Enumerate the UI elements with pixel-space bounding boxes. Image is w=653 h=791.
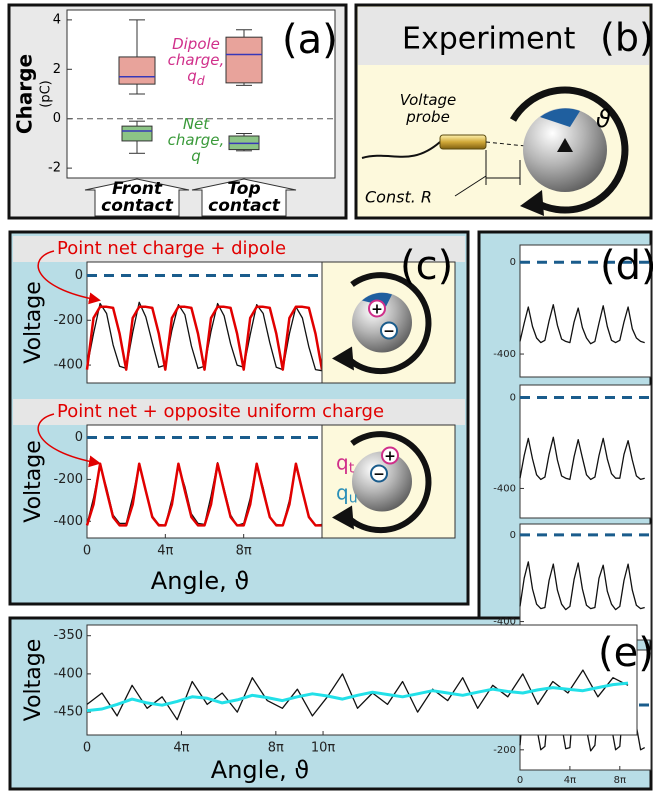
y-axis-label: Voltage bbox=[21, 440, 46, 523]
y-tick-label: 0 bbox=[53, 111, 61, 126]
y-tick-label: 2 bbox=[53, 62, 61, 77]
y-tick-label: -200 bbox=[53, 472, 83, 487]
x-tick-label: 0 bbox=[83, 544, 91, 559]
annotation: Point net + opposite uniform charge bbox=[57, 401, 384, 422]
y-tick-label: -200 bbox=[53, 313, 83, 328]
box bbox=[122, 126, 152, 141]
annotation: Point net charge + dipole bbox=[57, 238, 286, 259]
y-tick-label: -2 bbox=[48, 161, 61, 176]
y-tick-label: -400 bbox=[53, 666, 83, 681]
y-tick-label: 4 bbox=[53, 12, 61, 27]
box bbox=[226, 37, 262, 83]
y-axis-label: Voltage bbox=[21, 639, 46, 722]
charge-label-sub: t bbox=[349, 461, 355, 477]
series-label: Net charge, q bbox=[164, 116, 228, 164]
y-axis-label: Voltage bbox=[21, 281, 46, 364]
y-tick-label: -450 bbox=[53, 705, 83, 720]
y-tick-label: -400 bbox=[53, 514, 83, 529]
experiment-title: Experiment bbox=[402, 22, 576, 57]
x-tick-label: 8π bbox=[236, 544, 252, 559]
y-axis-unit: (pC) bbox=[39, 80, 54, 107]
box bbox=[119, 57, 155, 84]
plot-area bbox=[87, 625, 637, 735]
x-axis-label: Angle, ϑ bbox=[211, 756, 309, 784]
x-tick-label: 0 bbox=[83, 741, 91, 756]
charge-label-text: q bbox=[336, 450, 349, 474]
charge-sign: − bbox=[373, 467, 385, 483]
x-tick-label: 4π bbox=[173, 741, 189, 756]
series-label: Dipole charge, qd bbox=[164, 36, 228, 89]
charge-sign: − bbox=[383, 324, 395, 340]
probe bbox=[440, 135, 486, 149]
angle-label: ϑ bbox=[596, 105, 611, 133]
y-tick-label: -350 bbox=[53, 628, 83, 643]
figure-canvas: Experiment (b) ϑ Const. R 4 2 0 -2 Charge(pC… bbox=[0, 0, 653, 791]
y-tick-label: 0 bbox=[510, 393, 516, 404]
y-tick-label: -400 bbox=[493, 349, 516, 360]
plot-area bbox=[87, 425, 322, 538]
charge-label-text: q bbox=[336, 480, 349, 504]
charge-label-sub: u bbox=[349, 491, 358, 507]
charge-sign: + bbox=[384, 449, 396, 465]
series-name: Net charge, q bbox=[168, 115, 225, 165]
y-axis-label: Charge bbox=[13, 54, 37, 134]
plot-area bbox=[520, 385, 651, 518]
x-tick-label: 8π bbox=[614, 775, 626, 786]
panel-tag: (c) bbox=[400, 243, 453, 289]
x-tick-label: Top contact bbox=[202, 181, 286, 215]
charge-sign: + bbox=[371, 302, 383, 318]
y-tick-label: 0 bbox=[510, 530, 516, 541]
y-tick-label: 0 bbox=[75, 430, 83, 445]
y-tick-label: -400 bbox=[493, 483, 516, 494]
figure: Experiment (b) ϑ Const. R 4 2 0 -2 Charge(pC… bbox=[0, 0, 653, 791]
x-tick-label: Front contact bbox=[95, 181, 179, 215]
resistor-label: Const. R bbox=[365, 188, 432, 207]
x-tick-label: 8π bbox=[268, 741, 284, 756]
x-tick-label: 4π bbox=[157, 544, 173, 559]
x-tick-label: 10π bbox=[311, 741, 336, 756]
y-tick-label: -200 bbox=[493, 745, 516, 756]
panel-tag: (b) bbox=[600, 16, 653, 60]
y-tick-label: 0 bbox=[510, 257, 516, 268]
x-axis-label: Angle, ϑ bbox=[151, 567, 249, 595]
panel-tag: (d) bbox=[600, 243, 653, 289]
y-tick-label: 0 bbox=[75, 268, 83, 283]
y-tick-label: -400 bbox=[53, 358, 83, 373]
series-name-sub: d bbox=[197, 73, 205, 88]
x-tick-label: 0 bbox=[517, 775, 523, 786]
x-tick-label: 4π bbox=[564, 775, 576, 786]
probe-label: Voltage probe bbox=[388, 92, 468, 126]
panel-tag: (a) bbox=[282, 17, 338, 63]
panel-tag: (e) bbox=[598, 630, 653, 676]
